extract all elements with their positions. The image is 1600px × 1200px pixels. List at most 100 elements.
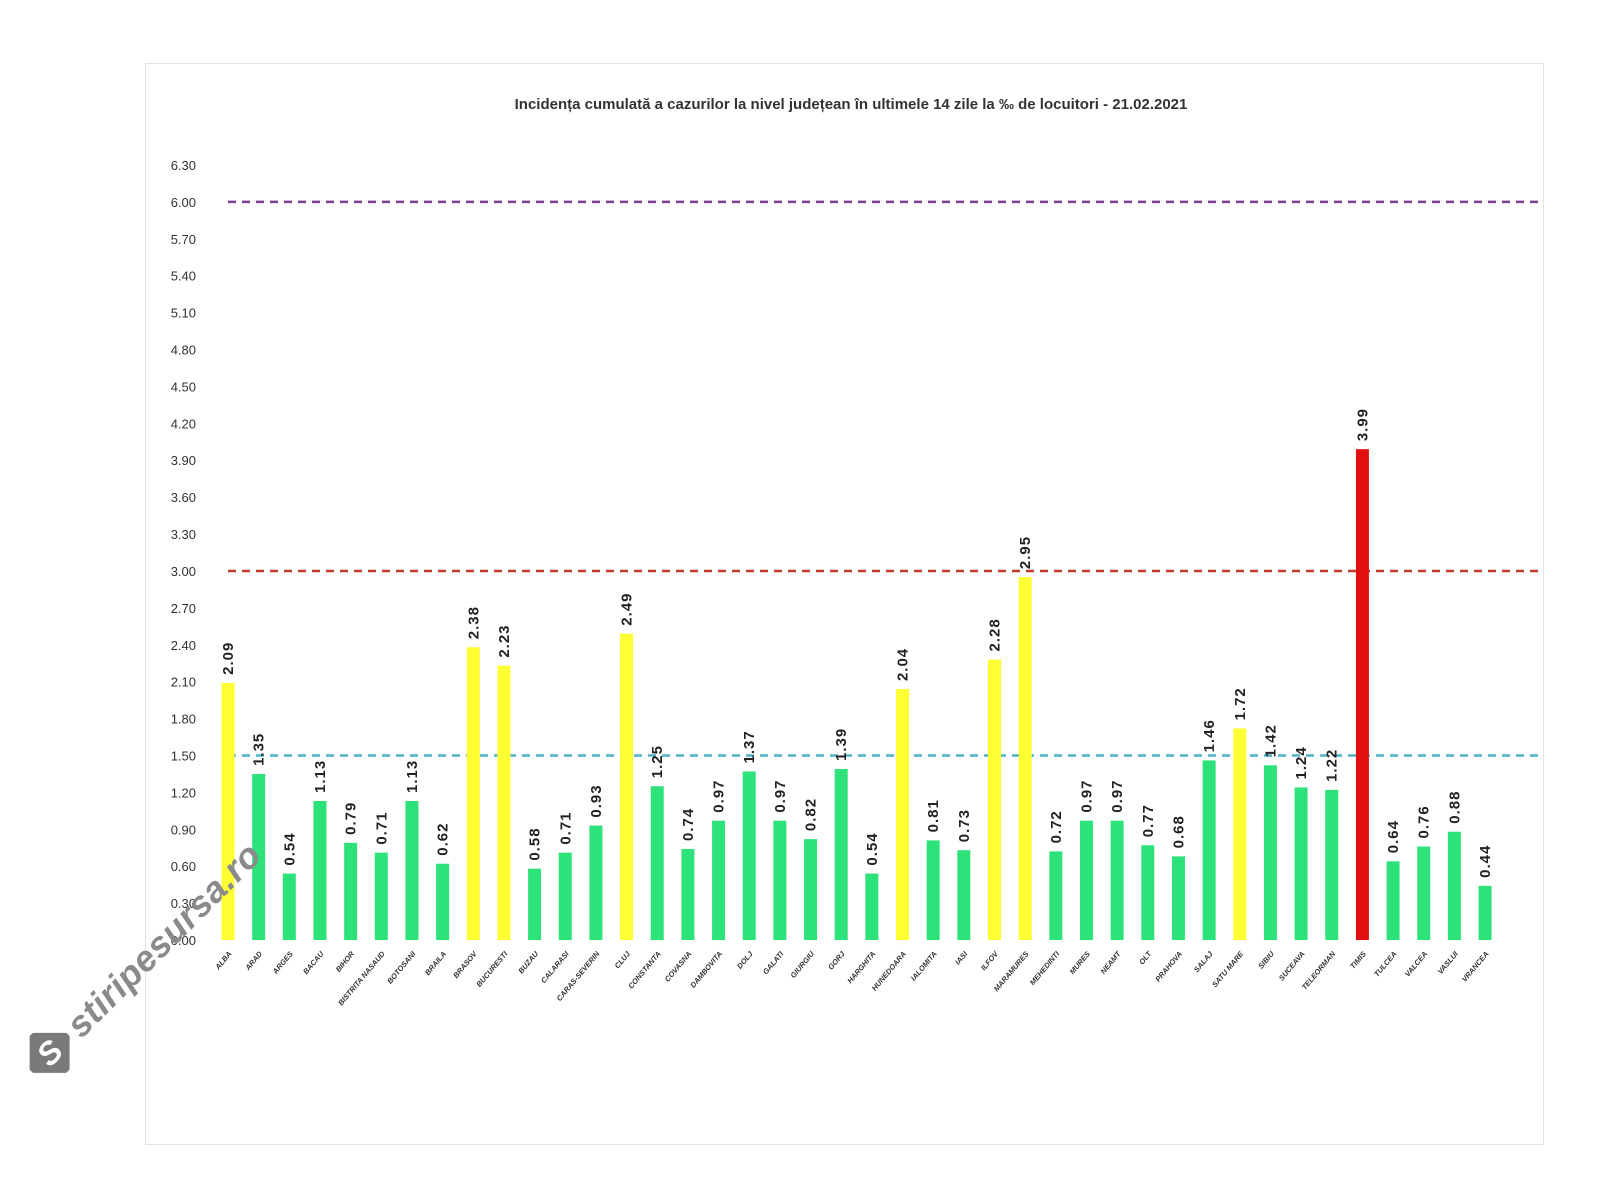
bar-value-labels: 2.09 1.35 0.54 1.13 0.79 0.71 1.13 0.62 2.38 2.23… (220, 408, 1494, 878)
y-tick-label: 3.30 (171, 527, 196, 542)
bar (1263, 765, 1277, 940)
bar-value-label: 0.44 (1477, 845, 1494, 878)
y-tick-label: 6.30 (171, 158, 196, 173)
watermark: S stiripesursa.ro (10, 834, 269, 1092)
bar (466, 647, 480, 940)
x-tick-label: IALOMITA (909, 950, 939, 983)
bar (988, 659, 1001, 940)
y-tick-label: 0.00 (171, 933, 196, 948)
bar-value-label: 0.73 (956, 809, 973, 842)
bar (221, 682, 235, 940)
bar (742, 771, 756, 940)
reference-lines (228, 200, 1543, 757)
bar (1171, 856, 1185, 940)
bar-value-label: 0.74 (680, 808, 697, 841)
x-tick-label: SIBIU (1256, 949, 1276, 971)
bar-value-label: 1.39 (833, 728, 850, 761)
y-tick-label: 3.00 (171, 564, 196, 579)
bar-value-label: 0.64 (1385, 820, 1402, 853)
bar (1202, 760, 1216, 940)
chart-title: Incidența cumulată a cazurilor la nivel … (515, 96, 1188, 113)
s-logo-icon: S (29, 1032, 70, 1073)
bar-value-label: 0.82 (803, 798, 820, 831)
bar-value-label: 0.54 (281, 832, 298, 865)
x-tick-label: VALCEA (1403, 950, 1429, 979)
bar (405, 800, 419, 940)
y-tick-label: 5.10 (171, 306, 196, 321)
bar (374, 852, 388, 940)
x-tick-label: BACAU (301, 949, 326, 976)
bar (252, 773, 266, 940)
x-tick-label: OLT (1137, 948, 1154, 966)
bar (1386, 861, 1400, 940)
bar-value-label: 0.93 (588, 784, 605, 817)
x-tick-label: GALATI (761, 949, 786, 976)
bar-value-label: 0.77 (1140, 804, 1157, 837)
x-tick-label: ALBA (213, 950, 234, 973)
bar-value-label: 0.54 (864, 832, 881, 865)
bar-value-label: 1.46 (1201, 719, 1218, 752)
bar-value-label: 1.25 (649, 745, 666, 778)
bar (1233, 728, 1247, 940)
bar-value-label: 1.37 (741, 730, 758, 763)
bar (282, 873, 296, 940)
x-tick-label: NEAMT (1099, 948, 1124, 975)
bar-value-label: 0.97 (772, 779, 789, 812)
bar (834, 769, 848, 940)
x-tick-label: PRAHOVA (1153, 950, 1184, 984)
y-tick-label: 5.70 (171, 232, 196, 247)
x-tick-label: TULCEA (1372, 950, 1398, 979)
bar (681, 848, 695, 940)
bar (497, 665, 511, 940)
x-tick-label: BUCURESTI (474, 949, 510, 989)
bars (221, 449, 1492, 940)
x-tick-label: COVASNA (663, 950, 694, 984)
bar (1079, 820, 1093, 940)
bar-value-label: 1.13 (312, 760, 329, 793)
bar (896, 689, 910, 940)
bar (1325, 789, 1339, 940)
x-tick-label: BIHOR (334, 949, 357, 974)
bar-value-label: 1.42 (1262, 724, 1279, 757)
y-tick-label: 4.80 (171, 343, 196, 358)
bar (1049, 851, 1063, 940)
bar-value-label: 1.24 (1293, 746, 1310, 779)
x-tick-label: TIMIS (1348, 950, 1368, 971)
bar (712, 820, 726, 940)
bar (620, 633, 634, 940)
y-tick-label: 1.50 (171, 748, 196, 763)
y-tick-label: 3.60 (171, 490, 196, 505)
bar-value-label: 2.09 (220, 642, 237, 675)
bar (528, 868, 542, 940)
x-tick-label: VRANCEA (1460, 950, 1491, 984)
x-tick-label: DAMBOVITA (688, 950, 724, 990)
bar-value-label: 2.28 (987, 618, 1004, 651)
x-tick-label: ARGES (270, 950, 295, 977)
x-tick-label: MEHEDINTI (1028, 949, 1062, 987)
x-tick-label: ILFOV (979, 949, 1001, 972)
bar (957, 850, 971, 940)
bar-value-label: 1.22 (1324, 749, 1341, 782)
bar-value-label: 0.68 (1170, 815, 1187, 848)
bar (589, 825, 603, 940)
bar (773, 820, 787, 940)
bar-value-label: 0.72 (1048, 810, 1065, 843)
x-tick-label: SATU MARE (1210, 949, 1246, 989)
x-tick-label: ARAD (243, 949, 265, 973)
bar-value-label: 2.49 (619, 592, 636, 625)
bar-value-label: 0.97 (1109, 779, 1126, 812)
bar-value-label: 3.99 (1354, 408, 1371, 441)
bar-value-label: 2.38 (465, 606, 482, 639)
bar-value-label: 2.23 (496, 624, 513, 657)
x-tick-label: SALAJ (1192, 949, 1215, 974)
bar (344, 842, 358, 940)
bar-value-label: 0.88 (1446, 791, 1463, 824)
x-tick-label: IASI (953, 949, 970, 967)
bar-value-label: 1.72 (1232, 687, 1249, 720)
bar (1141, 845, 1155, 940)
y-tick-label: 0.90 (171, 822, 196, 837)
x-tick-label: SUCEAVA (1277, 950, 1307, 983)
x-tick-label: BOTOSANI (385, 949, 418, 986)
y-tick-label: 2.10 (171, 675, 196, 690)
y-tick-label: 3.90 (171, 453, 196, 468)
